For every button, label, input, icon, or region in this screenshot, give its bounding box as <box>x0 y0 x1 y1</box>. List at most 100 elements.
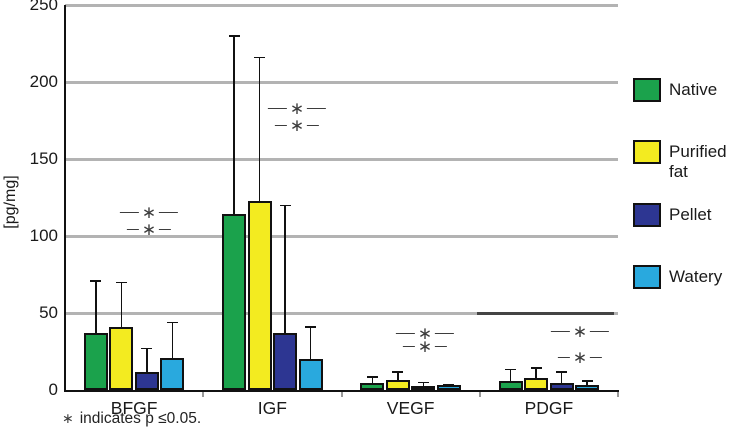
bar-pellet-igf <box>273 333 298 390</box>
legend-swatch-watery <box>633 264 661 289</box>
sig-dash <box>402 346 415 348</box>
error-bar-cap <box>417 381 429 384</box>
bar-purified-fat-pdgf <box>524 377 549 390</box>
sig-marker-upper-pdgf: ∗ <box>550 321 610 341</box>
error-bar-line <box>397 371 399 380</box>
sig-dash <box>435 346 448 348</box>
footnote-asterisk: ∗ <box>62 410 74 426</box>
sig-line-pdgf <box>477 311 614 315</box>
bar-pellet-bfgf <box>134 371 159 390</box>
error-bar-line <box>371 376 374 384</box>
bar-pellet-pdgf <box>549 383 574 390</box>
x-axis-line <box>64 389 619 392</box>
error-bar-cap <box>305 326 317 328</box>
bar-purified-fat-igf <box>247 200 272 390</box>
error-bar-line <box>146 348 148 372</box>
error-bar-line <box>171 322 174 358</box>
error-bar-cap <box>228 35 240 37</box>
y-axis-line <box>64 5 66 392</box>
error-bar-cap <box>115 281 127 284</box>
bar-watery-pdgf <box>575 384 600 390</box>
sig-marker-lower-vegf: ∗ <box>402 337 448 357</box>
sig-asterisk: ∗ <box>289 115 305 135</box>
error-bar-cap <box>392 371 404 373</box>
bar-watery-bfgf <box>160 357 185 390</box>
sig-dash <box>274 124 287 126</box>
bar-native-bfgf <box>83 333 108 390</box>
sig-marker-upper-bfgf: ∗ <box>119 203 179 223</box>
sig-asterisk: ∗ <box>417 337 433 357</box>
category-label-bfgf: BFGF <box>110 398 158 418</box>
error-bar-line <box>422 382 425 387</box>
sig-marker-lower-igf: ∗ <box>274 115 320 135</box>
category-label-igf: IGF <box>257 398 287 418</box>
sig-asterisk: ∗ <box>289 98 305 118</box>
sig-dash <box>435 332 455 334</box>
bar-watery-igf <box>298 359 323 390</box>
x-tick <box>617 392 619 397</box>
sig-dash <box>590 357 603 359</box>
sig-dash <box>159 212 179 214</box>
sig-dash <box>395 332 415 334</box>
gridline <box>65 80 618 84</box>
error-bar-line <box>586 380 588 385</box>
sig-dash <box>159 229 172 231</box>
x-tick <box>340 392 343 397</box>
y-tick-label: 50 <box>39 303 58 322</box>
gridline <box>65 157 618 161</box>
error-bar-cap <box>581 380 593 382</box>
sig-dash <box>307 124 320 126</box>
sig-dash <box>557 357 570 359</box>
error-bar-line <box>309 326 312 360</box>
sig-asterisk: ∗ <box>572 348 588 368</box>
x-tick <box>202 392 205 397</box>
error-bar-line <box>284 205 286 333</box>
category-label-vegf: VEGF <box>386 398 435 418</box>
error-bar-cap <box>366 376 378 378</box>
legend-swatch-purified-fat <box>633 140 661 165</box>
sig-marker-upper-vegf: ∗ <box>395 323 455 343</box>
error-bar-line <box>509 369 512 381</box>
error-bar-line <box>233 35 235 215</box>
category-label-pdgf: PDGF <box>524 398 574 418</box>
error-bar-cap <box>90 280 102 282</box>
sig-dash <box>307 107 327 109</box>
error-bar-cap <box>556 371 568 373</box>
sig-asterisk: ∗ <box>141 203 157 223</box>
y-tick-label: 200 <box>29 72 58 91</box>
gridline <box>65 311 618 315</box>
bar-native-vegf <box>360 383 385 390</box>
error-bar-cap <box>530 367 542 369</box>
error-bar-line <box>95 280 97 334</box>
legend-swatch-native <box>633 78 661 102</box>
error-bar-cap <box>443 384 455 386</box>
bar-pellet-vegf <box>411 386 436 391</box>
bar-purified-fat-bfgf <box>109 326 134 390</box>
error-bar-cap <box>166 321 178 324</box>
y-tick-label: 0 <box>48 380 58 399</box>
legend-label-pellet: Pellet <box>669 204 712 224</box>
error-bar-cap <box>254 56 266 59</box>
sig-asterisk: ∗ <box>417 323 433 343</box>
y-tick-label: 250 <box>29 0 58 14</box>
bar-watery-vegf <box>436 385 461 390</box>
sig-asterisk: ∗ <box>572 321 588 341</box>
bar-native-igf <box>222 214 247 390</box>
sig-dash <box>550 330 570 332</box>
sig-dash <box>590 330 610 332</box>
sig-marker-upper-igf: ∗ <box>267 98 327 118</box>
footnote-text: indicates p ≤0.05. <box>79 410 202 427</box>
legend-label-watery: Watery <box>669 266 723 286</box>
legend-swatch-pellet <box>633 202 661 227</box>
error-bar-line <box>535 367 537 378</box>
bar-purified-fat-vegf <box>385 379 410 390</box>
sig-marker-lower-bfgf: ∗ <box>126 221 172 239</box>
error-bar-line <box>258 57 261 201</box>
y-tick-label: 150 <box>29 149 58 168</box>
bar-native-pdgf <box>498 380 523 390</box>
footnote: ∗ indicates p ≤0.05. <box>62 410 201 428</box>
y-tick-label: 100 <box>29 226 58 245</box>
gridline <box>65 3 618 7</box>
error-bar-cap <box>279 204 291 207</box>
